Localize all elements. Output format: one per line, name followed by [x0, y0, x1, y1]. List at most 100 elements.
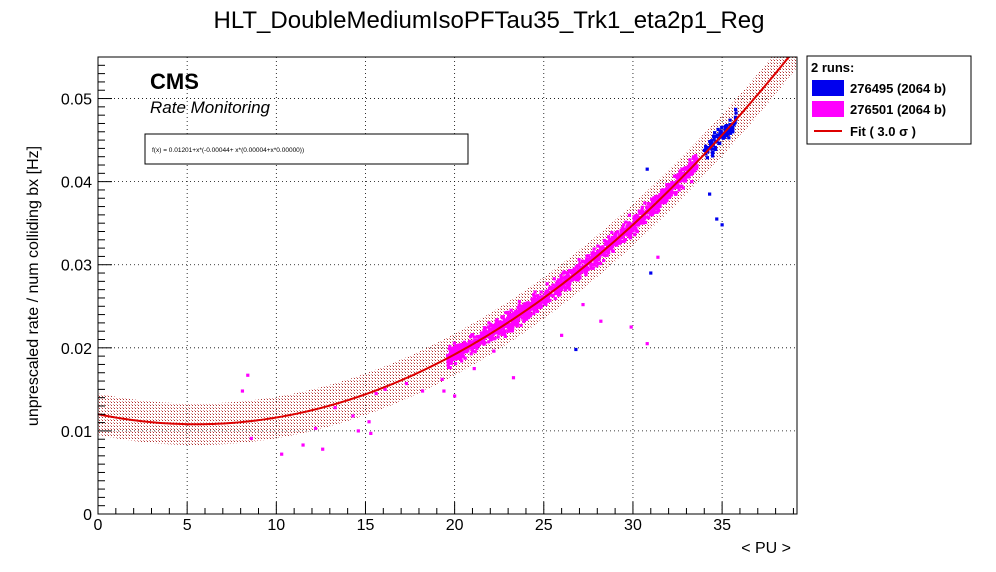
series-1-point-212	[501, 327, 506, 331]
series-1-point-718	[513, 318, 517, 323]
series-1-point-774	[555, 289, 559, 294]
series-1-point-1122	[631, 229, 635, 233]
series-1-outlier-15	[420, 389, 425, 393]
series-1-point-1268	[482, 342, 486, 346]
series-1-point-797	[627, 221, 631, 225]
series-1-point-90	[688, 158, 692, 162]
series-0-point-87	[716, 127, 720, 132]
series-1-outlier-8	[351, 414, 355, 418]
series-1-point-1247	[483, 336, 487, 341]
series-1-point-140	[460, 359, 464, 363]
series-1-point-1258	[619, 231, 623, 235]
series-1-point-943	[476, 344, 481, 348]
series-1-point-825	[692, 165, 697, 170]
series-1-point-552	[494, 323, 498, 327]
series-1-point-10	[595, 264, 599, 268]
series-1-outlier-1	[246, 373, 250, 377]
series-0-point-74	[729, 126, 733, 130]
series-1-point-1292	[522, 313, 526, 318]
series-1-point-952	[669, 183, 673, 187]
series-1-point-560	[694, 167, 699, 171]
series-1-point-812	[637, 209, 641, 213]
series-0-outlier-5	[731, 130, 735, 134]
series-1-point-964	[448, 344, 452, 349]
series-1-point-835	[517, 314, 522, 319]
series-1-point-887	[597, 258, 601, 262]
series-1-point-918	[467, 339, 472, 343]
series-1-point-971	[599, 245, 603, 249]
series-1-point-1205	[657, 194, 661, 199]
series-1-point-488	[607, 241, 611, 245]
series-1-point-844	[664, 188, 668, 192]
series-1-point-1197	[654, 194, 658, 199]
series-1-point-586	[547, 286, 552, 290]
legend-swatch-276501	[812, 101, 844, 117]
series-1-point-669	[571, 269, 575, 273]
series-1-point-1253	[605, 248, 609, 253]
series-1-point-1112	[450, 358, 454, 362]
fit-formula-box	[144, 133, 469, 165]
series-1-outlier-24	[656, 255, 660, 259]
series-1-point-481	[589, 264, 593, 268]
series-1-point-754	[620, 228, 624, 232]
series-1-point-845	[560, 288, 564, 292]
series-1-point-829	[614, 232, 618, 237]
series-1-point-1249	[676, 173, 680, 177]
series-0-point-76	[709, 142, 713, 146]
series-1-point-482	[468, 345, 473, 349]
series-1-point-1053	[463, 344, 467, 348]
series-1-point-900	[654, 204, 658, 208]
series-1-point-931	[586, 254, 591, 258]
series-1-point-1195	[646, 207, 650, 211]
series-1-point-1087	[518, 309, 522, 314]
series-1-point-735	[568, 287, 572, 291]
series-1-point-946	[498, 322, 502, 327]
series-1-point-960	[660, 190, 664, 194]
series-1-point-988	[512, 311, 516, 315]
series-1-point-732	[463, 356, 467, 360]
series-1-point-1110	[669, 192, 673, 196]
series-1-outlier-20	[511, 376, 516, 380]
series-1-point-771	[449, 361, 453, 365]
series-0-point-72	[721, 135, 725, 139]
series-1-outlier-2	[249, 436, 253, 440]
series-1-point-953	[466, 348, 470, 353]
series-1-point-1272	[534, 307, 538, 312]
series-0-point-29	[720, 125, 724, 130]
x-tick-label-7: 35	[713, 517, 731, 534]
series-1-point-1244	[505, 317, 510, 321]
series-1-point-694	[603, 242, 607, 246]
series-1-point-709	[621, 226, 625, 230]
series-1-point-763	[447, 347, 451, 351]
series-1-point-882	[600, 248, 604, 252]
series-1-point-862	[524, 316, 528, 321]
series-1-point-1267	[539, 302, 543, 306]
series-1-point-1115	[454, 347, 458, 351]
series-1-point-758	[629, 231, 633, 235]
series-1-point-290	[553, 296, 557, 301]
series-1-point-994	[648, 209, 652, 214]
series-1-point-804	[554, 291, 558, 296]
series-1-point-1232	[507, 322, 511, 327]
series-1-point-217	[633, 233, 637, 237]
cms-label: CMS	[150, 69, 199, 94]
series-1-point-58	[454, 357, 458, 361]
series-1-point-970	[493, 336, 497, 340]
series-1-point-941	[615, 230, 620, 234]
series-1-point-1067	[546, 299, 550, 303]
series-1-point-715	[618, 241, 622, 245]
series-1-point-398	[643, 201, 647, 205]
series-1-point-518	[557, 287, 561, 291]
plot-frame-background	[98, 57, 797, 514]
series-1-point-1220	[556, 293, 561, 297]
series-1-point-1131	[667, 195, 672, 200]
series-1-point-1060	[486, 325, 490, 329]
series-0-point-86	[715, 133, 719, 137]
series-1-point-1235	[516, 321, 520, 325]
series-1-point-1089	[642, 215, 646, 219]
series-0-point-52	[727, 136, 731, 140]
series-1-point-1194	[530, 302, 534, 306]
series-1-point-1139	[499, 320, 503, 325]
axes: 0 5 10 15 20 25 30 35 0 0.01 0.02 0.03 0.04 0.05	[61, 64, 794, 534]
series-1-point-955	[665, 193, 669, 197]
